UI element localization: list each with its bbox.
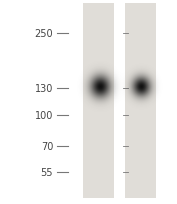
Text: 250: 250 <box>35 29 53 39</box>
Text: 70: 70 <box>41 141 53 151</box>
Text: 55: 55 <box>41 167 53 177</box>
Bar <box>83 4 114 198</box>
Text: 100: 100 <box>35 110 53 120</box>
Text: 130: 130 <box>35 84 53 94</box>
Bar <box>125 4 156 198</box>
